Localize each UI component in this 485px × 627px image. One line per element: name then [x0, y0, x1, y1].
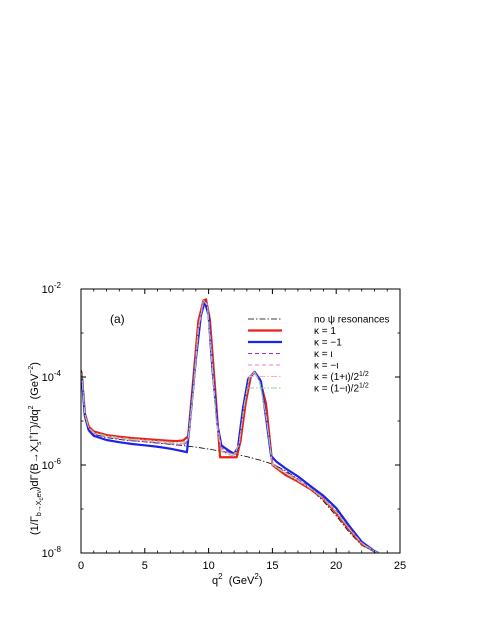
y-label-p7: ) — [29, 362, 41, 366]
ticks-layer: 0 5 10 15 20 25 10-8 10-6 10-4 10-2 — [42, 281, 407, 572]
x-label-unit-close: ) — [259, 575, 263, 587]
x-label-unit-sup: 2 — [254, 572, 259, 581]
y-label-sub1: b→X — [36, 500, 43, 516]
legend-label-1: no ψ resonances — [314, 315, 390, 326]
y-tick-label: 10-4 — [42, 369, 62, 384]
y-label-p4: l — [29, 432, 41, 434]
y-label-sub2: s — [36, 441, 43, 445]
y-axis-label: (1/Γb→Xceν)dΓ(B→Xsl+l−)/dq2 (GeV−2) — [28, 362, 45, 535]
x-label-unit-open: (GeV — [223, 575, 255, 587]
y-label-sup3: + — [28, 435, 35, 439]
legend-label-2: κ = 1 — [314, 326, 336, 337]
x-tick-label: 15 — [266, 560, 278, 572]
x-tick-label: 0 — [78, 560, 84, 572]
legend-label-4: κ = ι — [314, 349, 333, 360]
y-label-p2: )dΓ(B→X — [29, 444, 41, 490]
y-label-sub1b: eν — [36, 490, 43, 498]
series-line-1 — [81, 370, 379, 553]
y-label-sup5: 2 — [28, 405, 35, 409]
y-label-sup6: −2 — [28, 366, 35, 374]
y-tick-label: 10-2 — [42, 281, 62, 296]
x-label-base: q — [212, 575, 218, 587]
panel-label: (a) — [110, 312, 125, 326]
legend-label-3: κ = −1 — [314, 338, 342, 349]
series-layer — [81, 298, 379, 553]
y-tick-label: 10-6 — [42, 457, 62, 472]
y-label-p3: l — [29, 439, 41, 441]
legend-label-6: κ = (1+ι)/21/2 — [314, 371, 369, 383]
y-label-sup4: − — [28, 428, 35, 432]
legend-label-7: κ = (1−ι)/21/2 — [314, 383, 369, 395]
y-label-subsub1: c — [39, 498, 45, 501]
x-tick-label: 25 — [394, 560, 406, 572]
x-tick-label: 20 — [330, 560, 342, 572]
series-group — [81, 298, 379, 553]
series-line-3 — [81, 300, 379, 553]
series-line-7 — [81, 299, 379, 553]
legend-label-5: κ = −ι — [314, 361, 338, 372]
y-label-p6: (GeV — [29, 373, 41, 405]
y-label-p1: (1/Γ — [29, 516, 41, 535]
y-label-p5: )/dq — [29, 409, 41, 428]
x-axis-label: q2 (GeV2) — [212, 572, 263, 587]
y-tick-label: 10-8 — [42, 545, 62, 560]
x-label-sup: 2 — [218, 572, 223, 581]
x-tick-label: 10 — [202, 560, 214, 572]
x-tick-label: 5 — [142, 560, 148, 572]
